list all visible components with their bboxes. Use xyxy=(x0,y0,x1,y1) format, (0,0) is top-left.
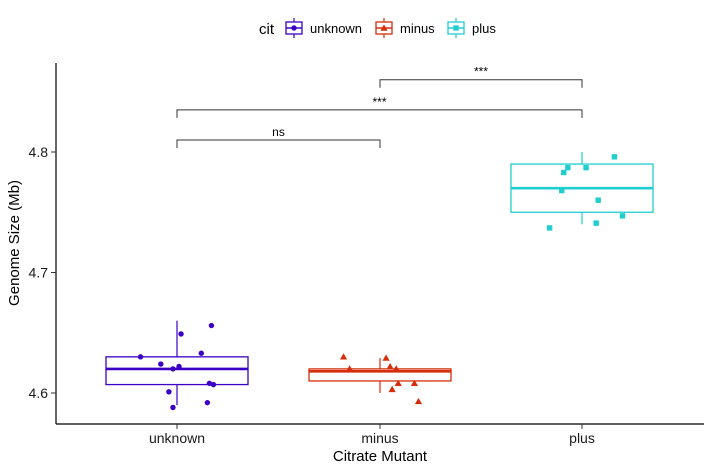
data-point-plus xyxy=(611,154,618,160)
x-tick-label: unknown xyxy=(149,430,205,446)
data-point-minus xyxy=(394,379,402,387)
significance-label: ns xyxy=(272,125,285,139)
data-point-unknown xyxy=(158,361,164,367)
data-point-unknown xyxy=(210,381,217,388)
legend-label: unknown xyxy=(310,21,362,36)
data-point-unknown xyxy=(137,354,144,360)
box-minus xyxy=(308,358,452,393)
box-plus xyxy=(510,152,654,225)
data-point-minus xyxy=(392,365,400,372)
data-point-plus xyxy=(619,213,626,219)
data-point-unknown xyxy=(170,366,176,372)
box-iqr xyxy=(105,356,249,386)
data-point-plus xyxy=(565,164,571,171)
data-point-unknown xyxy=(176,363,182,370)
bracket-line xyxy=(379,79,583,88)
comparison-bracket: ns xyxy=(176,125,381,148)
data-point-minus xyxy=(386,362,394,370)
legend-key-marker xyxy=(453,25,459,31)
data-point-unknown xyxy=(208,322,215,329)
legend-key-marker xyxy=(380,24,388,31)
data-point-minus xyxy=(339,353,348,360)
y-tick-label: 4.6 xyxy=(29,385,49,401)
legend-key-marker xyxy=(291,25,297,31)
data-point-plus xyxy=(559,187,565,194)
x-tick-label: plus xyxy=(569,430,595,446)
data-point-plus xyxy=(595,197,601,203)
data-point-unknown xyxy=(206,380,213,387)
y-axis-title: Genome Size (Mb) xyxy=(6,180,23,306)
box-iqr xyxy=(308,368,452,382)
data-point-unknown xyxy=(198,350,204,356)
data-point-minus xyxy=(382,354,390,361)
comparison-bracket: *** xyxy=(379,65,583,88)
data-point-plus xyxy=(561,169,567,176)
data-point-minus xyxy=(410,379,419,387)
bracket-line xyxy=(176,109,583,118)
legend-title: cit xyxy=(259,21,275,38)
data-point-unknown xyxy=(170,404,176,411)
data-point-unknown xyxy=(204,399,211,406)
legend-entry-unknown: unknown xyxy=(285,18,362,38)
legend: cit unknown minus plus xyxy=(259,18,496,38)
significance-label: *** xyxy=(372,95,386,109)
legend-label: plus xyxy=(472,21,496,36)
y-tick-label: 4.8 xyxy=(29,144,49,160)
comparison-bracket: *** xyxy=(176,95,583,118)
data-point-plus xyxy=(546,225,553,231)
data-point-minus xyxy=(388,385,396,393)
y-tick-label: 4.7 xyxy=(29,265,49,281)
data-point-unknown xyxy=(178,331,184,337)
significance-label: *** xyxy=(474,65,488,79)
data-point-plus xyxy=(583,164,589,171)
data-point-unknown xyxy=(166,389,172,395)
x-axis-title: Citrate Mutant xyxy=(333,448,428,465)
data-point-plus xyxy=(593,220,599,226)
legend-entry-plus: plus xyxy=(447,18,496,38)
bracket-line xyxy=(176,139,381,148)
box-unknown xyxy=(105,320,249,406)
data-point-minus xyxy=(346,365,354,372)
x-tick-label: minus xyxy=(361,430,398,446)
data-point-minus xyxy=(414,397,423,405)
legend-label: minus xyxy=(400,21,435,36)
legend-entry-minus: minus xyxy=(375,18,435,38)
